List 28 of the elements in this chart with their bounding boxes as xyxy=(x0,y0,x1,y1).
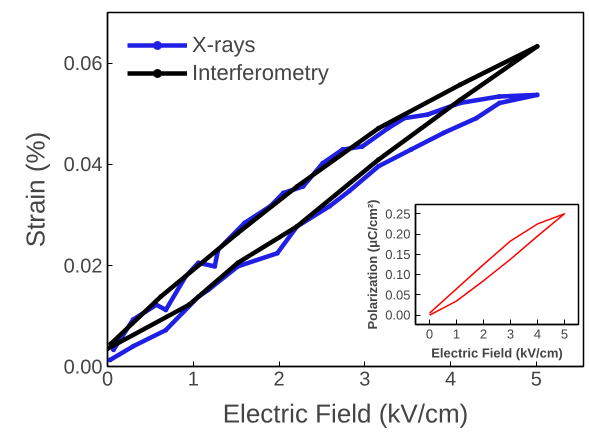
y-tick-label: 0.06 xyxy=(64,53,103,76)
y-axis-title: Strain (%) xyxy=(20,132,51,248)
y-tick-label: 0.00 xyxy=(64,356,103,378)
y-tick-label: 0.25 xyxy=(385,206,411,222)
y-tick-label: 0.10 xyxy=(385,267,411,282)
y-tick-label: 0.05 xyxy=(385,287,411,302)
y-tick-label: 0.04 xyxy=(64,154,103,176)
y-tick-label: 0.00 xyxy=(385,308,411,323)
x-axis-title: Electric Field (kV/cm) xyxy=(431,346,563,360)
y-tick-label: 0.20 xyxy=(385,226,411,242)
legend-label: X-rays xyxy=(192,32,256,58)
x-tick-label: 0 xyxy=(102,368,114,390)
y-axis-title: Polarization (μC/cm²) xyxy=(365,199,380,330)
x-tick-label: 2 xyxy=(480,326,488,342)
x-tick-label: 5 xyxy=(560,326,568,342)
x-tick-label: 1 xyxy=(188,368,199,390)
x-axis-title: Electric Field (kV/cm) xyxy=(222,398,468,428)
x-tick-label: 5 xyxy=(530,368,542,390)
x-tick-label: 4 xyxy=(534,326,542,342)
x-tick-label: 3 xyxy=(359,368,370,390)
x-tick-label: 2 xyxy=(273,368,285,390)
x-tick-label: 0 xyxy=(426,326,434,342)
legend-label: Interferometry xyxy=(192,60,329,86)
x-tick-label: 1 xyxy=(452,326,460,342)
x-tick-label: 3 xyxy=(506,326,514,342)
x-tick-label: 4 xyxy=(445,368,456,390)
y-tick-label: 0.02 xyxy=(64,255,103,278)
y-tick-label: 0.15 xyxy=(385,246,411,262)
